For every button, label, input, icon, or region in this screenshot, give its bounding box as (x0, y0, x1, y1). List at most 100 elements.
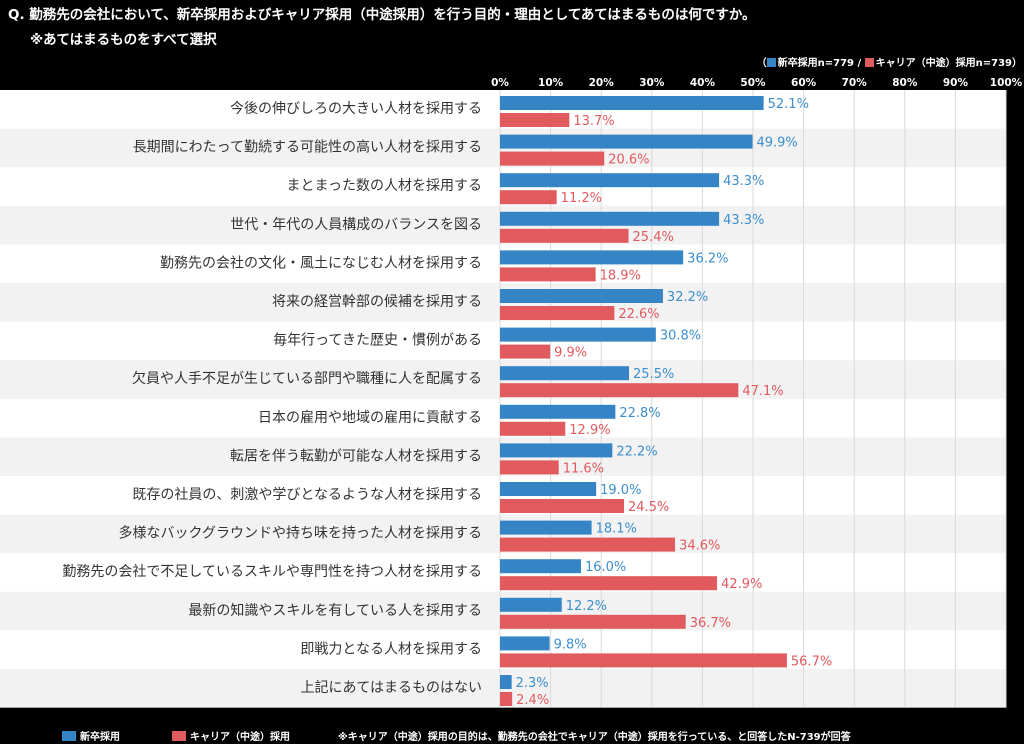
bar (500, 383, 739, 398)
bar (500, 499, 624, 513)
bar (500, 537, 676, 552)
data-label: 43.3% (723, 174, 764, 189)
category-label: 世代・年代の人員構成のバランスを図る (230, 217, 482, 233)
bar (500, 597, 562, 612)
data-label: 2.3% (516, 676, 549, 691)
select-note: ※あてはまるものをすべて選択 (30, 32, 217, 48)
footer-new-swatch (62, 731, 76, 741)
footer-note: ※キャリア（中途）採用の目的は、勤務先の会社でキャリア（中途）採用を行っている、… (338, 732, 851, 743)
x-tick-label: 50% (740, 77, 766, 89)
category-label: 最新の知識やスキルを有している人を採用する (188, 602, 482, 619)
bar (500, 327, 656, 342)
data-label: 20.6% (608, 153, 649, 168)
x-tick-label: 90% (943, 77, 969, 89)
legend-top-new-swatch (766, 58, 776, 67)
bar (500, 113, 570, 127)
bar (500, 366, 630, 381)
category-label: 既存の社員の、刺激や学びとなるような人材を採用する (132, 486, 482, 503)
footer-new-label: 新卒採用 (80, 732, 120, 743)
data-label: 16.0% (585, 560, 626, 575)
category-label: 転居を伴う転勤が可能な人材を採用する (230, 448, 482, 464)
bar (500, 692, 513, 706)
bar (500, 614, 686, 629)
bar (500, 576, 718, 591)
bar (500, 520, 592, 535)
data-label: 25.5% (633, 367, 674, 382)
category-label: まとまった数の人材を採用する (287, 178, 482, 194)
data-label: 11.6% (563, 461, 604, 476)
footer-career-label: キャリア（中途）採用 (190, 732, 290, 743)
footer-career-item: キャリア（中途）採用 (172, 728, 290, 743)
x-tick-label: 30% (639, 77, 665, 89)
footer-legend: 新卒採用 キャリア（中途）採用 ※キャリア（中途）採用の目的は、勤務先の会社でキ… (0, 724, 1024, 744)
bar (500, 653, 787, 668)
bar (500, 404, 616, 419)
x-tick-label: 70% (842, 77, 868, 89)
legend-top-new-label: 新卒採用n=779 (777, 58, 854, 69)
data-label: 22.8% (619, 406, 660, 421)
data-label: 49.9% (756, 136, 797, 151)
bar-chart: 0% 10% 20% 30% 40% 50% 60% 70% 80% 90% 100% 今後の伸びしろ… (0, 77, 1023, 708)
data-label: 9.9% (554, 346, 587, 361)
bar (500, 482, 597, 496)
data-label: 52.1% (768, 97, 809, 112)
bar (500, 250, 684, 265)
bar (500, 636, 550, 651)
bar (500, 211, 720, 226)
x-tick-label: 60% (791, 77, 817, 89)
bar (500, 173, 720, 188)
data-label: 12.2% (566, 599, 607, 614)
legend-top-sep: / (857, 58, 862, 69)
legend-top-career-swatch (864, 58, 874, 67)
bar (500, 559, 581, 574)
category-label: 将来の経営幹部の候補を採用する (272, 293, 482, 310)
bar (500, 228, 629, 243)
bar (500, 289, 663, 303)
category-label: 多様なバックグラウンドや持ち味を持った人材を採用する (119, 525, 482, 542)
category-label: 毎年行ってきた歴史・慣例がある (273, 332, 482, 349)
bar (500, 151, 605, 166)
category-label: 勤務先の会社の文化・風土になじむ人材を採用する (160, 255, 482, 271)
category-label: 勤務先の会社で不足しているスキルや専門性を持つ人材を採用する (62, 564, 482, 580)
x-tick-label: 0% (491, 77, 509, 89)
footer-new-item: 新卒採用 (62, 728, 120, 743)
data-label: 11.2% (561, 191, 602, 206)
data-label: 25.4% (633, 230, 674, 245)
data-label: 56.7% (791, 654, 832, 669)
data-label: 18.1% (596, 522, 637, 537)
data-label: 24.5% (628, 500, 669, 515)
bar (500, 190, 557, 205)
data-label: 18.9% (600, 268, 641, 283)
category-label: 即戦力となる人材を採用する (300, 641, 482, 657)
category-label: 上記にあてはまるものはない (301, 679, 482, 696)
x-tick-label: 40% (690, 77, 716, 89)
bar (500, 460, 559, 475)
data-label: 42.9% (721, 577, 762, 592)
data-label: 30.8% (660, 329, 701, 344)
data-label: 22.2% (616, 444, 657, 459)
data-label: 22.6% (618, 307, 659, 322)
legend-top: （ 新卒採用n=779 / キャリア（中途）採用n=739） (757, 54, 1022, 69)
x-tick-label: 80% (892, 77, 918, 89)
data-label: 32.2% (667, 290, 708, 305)
bar (500, 675, 512, 689)
category-label: 今後の伸びしろの大きい人材を採用する (230, 101, 482, 117)
bar (500, 306, 615, 320)
legend-top-open: （ (756, 58, 767, 69)
data-label: 36.7% (690, 616, 731, 631)
footer-career-swatch (172, 731, 186, 741)
category-label: 長期間にわたって勤続する可能性の高い人材を採用する (133, 139, 482, 156)
category-label: 欠員や人手不足が生じている部門や職種に人を配属する (132, 371, 482, 387)
data-label: 12.9% (569, 423, 610, 438)
bar (500, 96, 764, 110)
question-text: Q. 勤務先の会社において、新卒採用およびキャリア採用（中途採用）を行う目的・理… (8, 7, 756, 23)
bar (500, 344, 551, 359)
x-tick-label: 100% (990, 77, 1023, 89)
category-label: 日本の雇用や地域の雇用に貢献する (258, 409, 482, 426)
bar (500, 267, 596, 282)
bar (500, 421, 566, 436)
legend-top-close: ） (1012, 58, 1022, 69)
bar (500, 443, 613, 458)
data-label: 9.8% (554, 637, 587, 652)
data-label: 34.6% (679, 539, 720, 554)
